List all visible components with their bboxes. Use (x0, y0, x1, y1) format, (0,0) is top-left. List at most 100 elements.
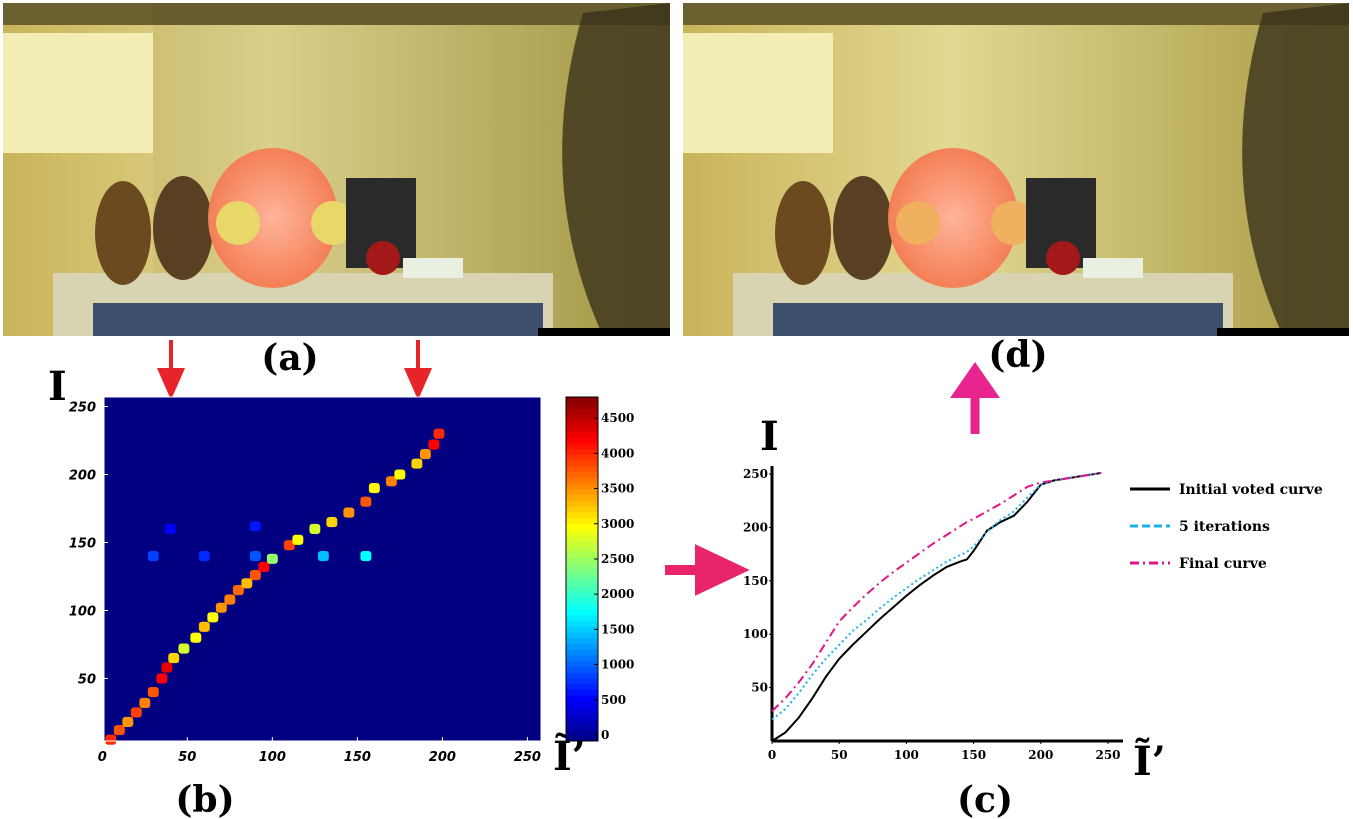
heat-cell (139, 698, 150, 708)
x-tick-label: 50 (831, 748, 848, 762)
colorbar-strip (566, 500, 598, 506)
y-tick-label: 150 (743, 574, 768, 588)
colorbar-strip (566, 724, 598, 730)
x-tick-label: 200 (429, 750, 456, 765)
x-tick-label: 150 (344, 750, 371, 765)
heat-cell (267, 554, 278, 564)
y-tick-label: 100 (69, 604, 96, 619)
colorbar-strip (566, 701, 598, 707)
x-tick-label: 100 (259, 750, 286, 765)
y-tick-label: 200 (743, 520, 768, 534)
colorbar-strip (566, 431, 598, 437)
colorbar-strip (566, 483, 598, 489)
x-axis-label: Ĩ’ (1133, 738, 1166, 785)
colorbar-strip (566, 552, 598, 558)
colorbar-strip (566, 712, 598, 718)
colorbar-strip (566, 517, 598, 523)
heat-cell (318, 551, 329, 561)
colorbar-strip (566, 512, 598, 518)
figure: (a) (d) (b) (c) I Ĩ’ I Ĩ’ 05010015020025… (0, 0, 1353, 819)
colorbar-strip (566, 730, 598, 736)
colorbar-tick-label: 1500 (601, 622, 634, 636)
colorbar-strip (566, 661, 598, 667)
colorbar-strip (566, 408, 598, 414)
y-tick-label: 50 (78, 672, 96, 687)
colorbar-strip (566, 540, 598, 546)
heat-cell (105, 735, 116, 745)
colorbar-strip (566, 466, 598, 472)
colorbar-strip (566, 718, 598, 724)
colorbar-strip (566, 666, 598, 672)
x-tick-label: 0 (768, 748, 776, 762)
colorbar-tick-label: 1000 (601, 658, 634, 672)
y-axis-label: I (760, 413, 779, 460)
panel-label: (b) (175, 779, 234, 819)
heat-cell (216, 603, 227, 613)
colorbar-strip (566, 689, 598, 695)
heat-cell (360, 551, 371, 561)
colorbar-strip (566, 592, 598, 598)
colorbar-strip (566, 649, 598, 655)
colorbar-strip (566, 460, 598, 466)
colorbar-strip (566, 506, 598, 512)
colorbar-tick-label: 2500 (601, 552, 634, 566)
legend-label: Final curve (1179, 556, 1267, 572)
curve (772, 473, 1101, 711)
colorbar-tick-label: 500 (601, 693, 626, 707)
colorbar-strip (566, 443, 598, 449)
colorbar-strip (566, 494, 598, 500)
y-tick-label: 250 (69, 401, 96, 416)
colorbar-strip (566, 403, 598, 409)
plot-area (104, 397, 541, 741)
curve (772, 473, 1101, 741)
heat-cell (207, 612, 218, 622)
colorbar-strip (566, 523, 598, 529)
heat-cell (199, 622, 210, 632)
colorbar-strip (566, 437, 598, 443)
photo-a (3, 3, 670, 336)
colorbar-strip (566, 695, 598, 701)
y-tick-label: 250 (743, 467, 768, 481)
colorbar-strip (566, 414, 598, 420)
colorbar-strip (566, 615, 598, 621)
x-tick-label: 150 (961, 748, 986, 762)
colorbar-strip (566, 707, 598, 713)
colorbar-strip (566, 638, 598, 644)
heat-cell (428, 440, 439, 450)
heat-cell (434, 429, 445, 439)
heat-cell (343, 508, 354, 518)
colorbar-strip (566, 489, 598, 495)
colorbar-strip (566, 529, 598, 535)
colorbar-strip (566, 632, 598, 638)
heat-cell (250, 551, 261, 561)
heat-cell (411, 459, 422, 469)
heat-cell (190, 633, 201, 643)
colorbar-strip (566, 477, 598, 483)
colorbar-strip (566, 535, 598, 541)
legend-label: 5 iterations (1179, 519, 1270, 535)
heat-cell (258, 562, 269, 572)
heat-cell (369, 483, 380, 493)
heat-cell (394, 469, 405, 479)
colorbar-strip (566, 426, 598, 432)
colorbar-tick-label: 3000 (601, 517, 634, 531)
heat-cell (199, 551, 210, 561)
heat-cell (309, 524, 320, 534)
colorbar-strip (566, 678, 598, 684)
colorbar-strip (566, 449, 598, 455)
colorbar-strip (566, 684, 598, 690)
x-tick-label: 200 (1028, 748, 1053, 762)
heat-cell (224, 595, 235, 605)
colorbar-strip (566, 546, 598, 552)
heat-cell (165, 524, 176, 534)
panel-label: (c) (957, 779, 1013, 819)
x-tick-label: 100 (894, 748, 919, 762)
colorbar-strip (566, 472, 598, 478)
heat-cell (156, 673, 167, 683)
colorbar-tick-label: 2000 (601, 587, 634, 601)
heat-cell (131, 707, 142, 717)
colorbar-strip (566, 454, 598, 460)
colorbar-strip (566, 603, 598, 609)
colorbar-tick-label: 0 (601, 728, 609, 742)
x-tick-label: 250 (1095, 748, 1120, 762)
